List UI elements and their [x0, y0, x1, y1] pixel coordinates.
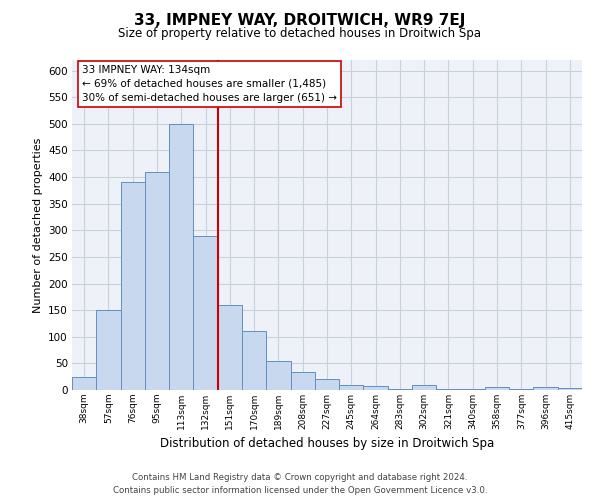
Bar	[242, 332, 266, 390]
Text: 33 IMPNEY WAY: 134sqm
← 69% of detached houses are smaller (1,485)
30% of semi-d: 33 IMPNEY WAY: 134sqm ← 69% of detached …	[82, 65, 337, 103]
X-axis label: Distribution of detached houses by size in Droitwich Spa: Distribution of detached houses by size …	[160, 438, 494, 450]
Bar	[388, 389, 412, 390]
Bar	[485, 388, 509, 390]
Bar	[461, 389, 485, 390]
Bar	[558, 388, 582, 390]
Text: Size of property relative to detached houses in Droitwich Spa: Size of property relative to detached ho…	[119, 28, 482, 40]
Bar	[96, 310, 121, 390]
Bar	[364, 386, 388, 390]
Y-axis label: Number of detached properties: Number of detached properties	[32, 138, 43, 312]
Bar	[193, 236, 218, 390]
Bar	[412, 384, 436, 390]
Text: Contains HM Land Registry data © Crown copyright and database right 2024.
Contai: Contains HM Land Registry data © Crown c…	[113, 474, 487, 495]
Bar	[218, 305, 242, 390]
Bar	[533, 388, 558, 390]
Bar	[72, 376, 96, 390]
Bar	[315, 380, 339, 390]
Bar	[509, 389, 533, 390]
Bar	[121, 182, 145, 390]
Bar	[266, 360, 290, 390]
Bar	[290, 372, 315, 390]
Bar	[339, 384, 364, 390]
Bar	[169, 124, 193, 390]
Text: 33, IMPNEY WAY, DROITWICH, WR9 7EJ: 33, IMPNEY WAY, DROITWICH, WR9 7EJ	[134, 12, 466, 28]
Bar	[436, 389, 461, 390]
Bar	[145, 172, 169, 390]
